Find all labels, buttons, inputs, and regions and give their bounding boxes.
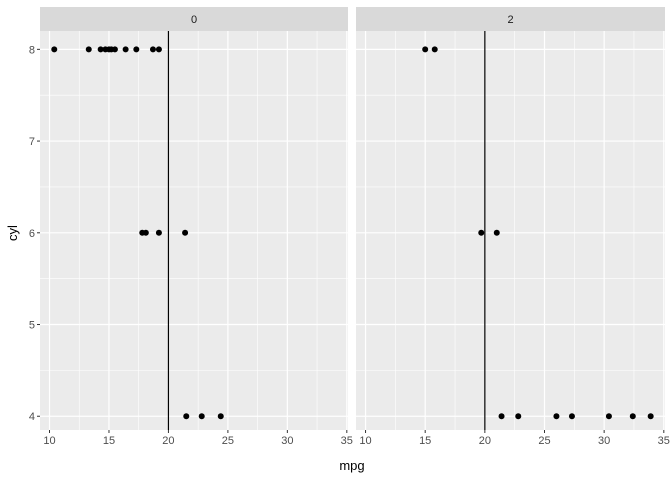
x-tick-label: 35 <box>341 435 353 447</box>
y-tick-label: 5 <box>29 320 35 332</box>
data-point <box>155 229 162 236</box>
data-point <box>142 229 149 236</box>
x-tick-label: 10 <box>43 435 55 447</box>
data-point <box>498 413 505 420</box>
x-tick-label: 35 <box>658 435 670 447</box>
data-point <box>422 46 429 53</box>
data-point <box>51 46 58 53</box>
data-point <box>149 46 156 53</box>
x-tick-label: 15 <box>419 435 431 447</box>
y-axis: 4 5 6 7 8 <box>29 44 40 423</box>
data-point <box>198 413 205 420</box>
y-axis-title: cyl <box>5 225 20 241</box>
x-tick-label: 25 <box>538 435 550 447</box>
data-point <box>111 46 118 53</box>
x-tick-label: 25 <box>222 435 234 447</box>
data-point <box>85 46 92 53</box>
data-point <box>515 413 522 420</box>
y-tick-label: 6 <box>29 228 35 240</box>
data-point <box>431 46 438 53</box>
y-tick-label: 8 <box>29 44 35 56</box>
data-point <box>568 413 575 420</box>
y-tick-label: 4 <box>29 411 35 423</box>
panel-background <box>40 31 348 430</box>
data-point <box>217 413 224 420</box>
data-point <box>133 46 140 53</box>
data-point <box>183 413 190 420</box>
data-point <box>553 413 560 420</box>
x-tick-label: 30 <box>598 435 610 447</box>
data-point <box>629 413 636 420</box>
data-point <box>605 413 612 420</box>
data-point <box>182 229 189 236</box>
facet-panel-2: 2 10 15 20 25 30 35 <box>356 7 670 447</box>
data-point <box>493 229 500 236</box>
facet-strip-label: 2 <box>507 14 513 26</box>
x-tick-label: 30 <box>281 435 293 447</box>
facet-strip <box>356 7 665 31</box>
x-tick-label: 20 <box>479 435 491 447</box>
facet-strip <box>40 7 348 31</box>
x-tick-label: 20 <box>162 435 174 447</box>
y-tick-label: 7 <box>29 136 35 148</box>
facet-strip-label: 0 <box>191 14 197 26</box>
x-tick-label: 10 <box>359 435 371 447</box>
data-point <box>122 46 129 53</box>
data-point <box>155 46 162 53</box>
facet-panel-0: 0 10 15 20 25 30 35 <box>40 7 353 447</box>
facet-panels: 0 10 15 20 25 30 35 2 10 15 20 25 30 35 <box>40 7 670 447</box>
panel-background <box>356 31 665 430</box>
data-point <box>97 46 104 53</box>
x-axis-title: mpg <box>339 458 364 473</box>
data-point <box>478 229 485 236</box>
data-point <box>647 413 654 420</box>
x-tick-label: 15 <box>103 435 115 447</box>
